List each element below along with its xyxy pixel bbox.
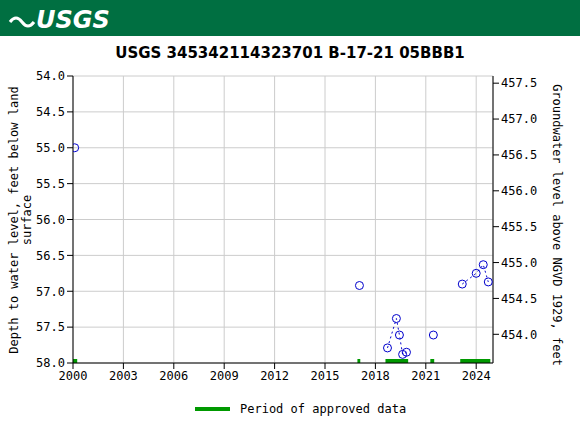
svg-text:455.5: 455.5 [501,220,537,234]
svg-text:58.0: 58.0 [36,356,65,370]
svg-text:USGS 345342114323701 B-17-21 0: USGS 345342114323701 B-17-21 05BBB1 [115,44,465,62]
svg-text:457.0: 457.0 [501,112,537,126]
svg-text:Depth to water level, feet bel: Depth to water level, feet below land [8,86,21,353]
svg-text:2024: 2024 [462,369,491,383]
svg-text:54.0: 54.0 [36,69,65,83]
svg-text:Period of approved data: Period of approved data [240,402,406,416]
svg-text:456.5: 456.5 [501,148,537,162]
svg-text:2015: 2015 [311,369,340,383]
svg-text:2000: 2000 [59,369,88,383]
svg-text:55.5: 55.5 [36,177,65,191]
svg-text:2012: 2012 [260,369,289,383]
svg-text:456.0: 456.0 [501,184,537,198]
svg-text:56.5: 56.5 [36,249,65,263]
svg-text:454.0: 454.0 [501,328,537,342]
svg-text:56.0: 56.0 [36,213,65,227]
svg-text:457.5: 457.5 [501,76,537,90]
svg-text:Groundwater level above NGVD 1: Groundwater level above NGVD 1929, feet [550,84,564,366]
svg-text:2006: 2006 [159,369,188,383]
svg-text:57.5: 57.5 [36,320,65,334]
svg-text:2018: 2018 [361,369,390,383]
svg-text:57.0: 57.0 [36,285,65,299]
svg-text:2021: 2021 [411,369,440,383]
svg-text:2003: 2003 [109,369,138,383]
svg-text:surface: surface [20,195,34,246]
svg-text:USGS: USGS [36,6,110,34]
svg-text:455.0: 455.0 [501,256,537,270]
svg-text:54.5: 54.5 [36,105,65,119]
svg-text:2009: 2009 [210,369,239,383]
svg-text:55.0: 55.0 [36,141,65,155]
svg-text:454.5: 454.5 [501,292,537,306]
